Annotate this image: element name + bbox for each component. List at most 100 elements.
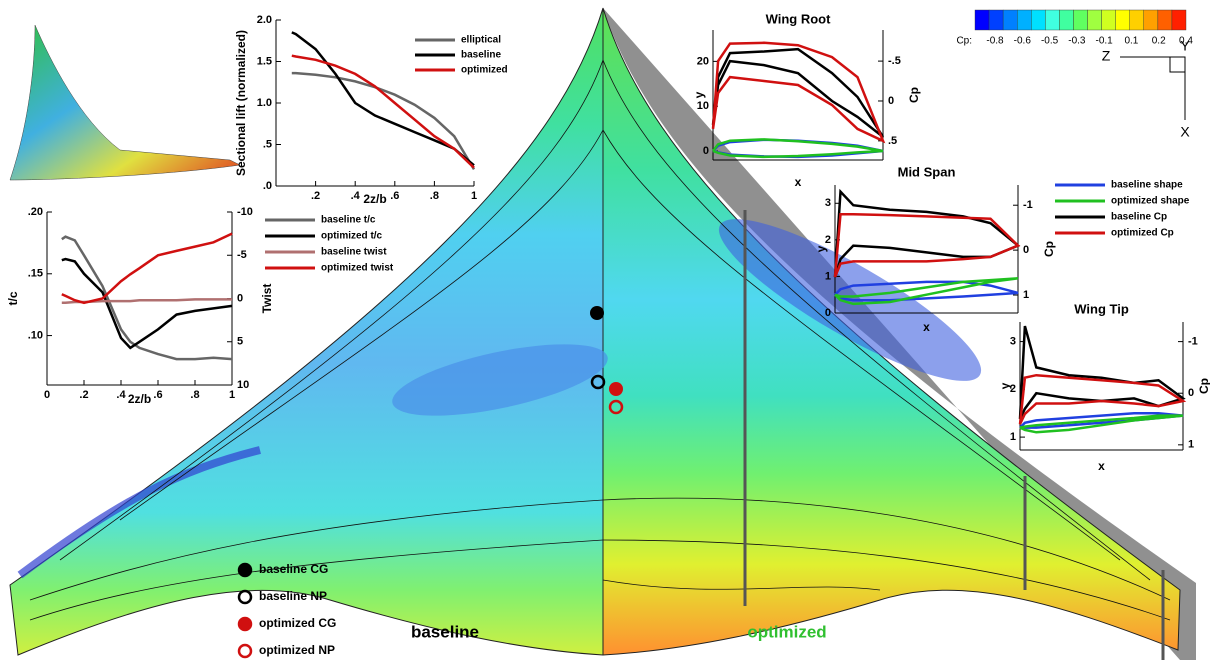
x-axis-label: x [1098,459,1105,473]
series-line [292,56,474,168]
y-tick-label: 0 [703,145,709,157]
colorbar-tick-label: -0.3 [1068,36,1086,47]
colorbar-swatch [1088,10,1102,30]
y-tick-label: .15 [28,268,43,280]
y-tick-label: 3 [1010,335,1016,347]
series-line [292,73,474,169]
triad-label: Z [1102,48,1111,64]
x-axis-label: 2z/b [363,192,386,206]
y2-tick-label: 0 [237,292,243,304]
colorbar-title: Cp: [956,36,972,47]
wing-3d-inset [10,25,240,180]
colorbar-swatch [1031,10,1045,30]
colorbar-swatch [989,10,1003,30]
wing-label: baseline [411,622,479,641]
wing-label: optimized [747,622,826,641]
x-tick-label: .2 [79,389,88,401]
legend-label: optimized [461,65,508,76]
x-tick-label: 0 [44,389,50,401]
legend-label: optimized twist [321,263,394,274]
y-tick-label: 2.0 [257,14,272,26]
x-axis-label: x [795,175,802,189]
series-line [1020,416,1183,433]
y2-tick-label: 0 [888,95,894,107]
wing-render [10,8,1196,660]
y2-tick-label: 5 [237,336,243,348]
marker-legend-symbol [239,591,251,603]
y-axis-label: y [692,91,706,98]
figure: .0.51.01.52.0.2.4.6.812z/bSectional lift… [0,0,1210,660]
colorbar-swatch [1003,10,1017,30]
y2-tick-label: -.5 [888,55,901,67]
x-tick-label: .8 [430,190,439,202]
marker-legend-label: baseline NP [259,589,327,603]
triad-label: X [1180,124,1190,140]
y-tick-label: 20 [697,55,709,67]
y2-tick-label: 10 [237,379,249,391]
y2-tick-label: .5 [888,135,897,147]
y2-tick-label: -5 [237,249,247,261]
y2-axis-label: Cp [1042,241,1056,257]
x-axis-label: x [923,320,930,334]
y2-tick-label: 0 [1188,387,1194,399]
colorbar-swatch [1102,10,1116,30]
y2-tick-label: -10 [237,206,253,218]
legend-label: baseline shape [1111,180,1183,191]
y-axis-label: t/c [6,291,20,305]
y2-tick-label: 1 [1023,289,1029,301]
colorbar-tick-label: -0.1 [1096,36,1114,47]
series-line [62,234,232,303]
colorbar-swatch [1045,10,1059,30]
y-axis-label: y [998,382,1012,389]
legend-label: baseline Cp [1111,212,1167,223]
y-tick-label: 1 [825,270,831,282]
x-tick-label: 1 [471,190,477,202]
y2-axis-label: Twist [260,284,274,314]
y-tick-label: .20 [28,206,43,218]
y-tick-label: .5 [263,138,272,150]
legend-label: baseline t/c [321,215,376,226]
marker-legend-label: baseline CG [259,562,328,576]
series-line [62,237,232,359]
x-tick-label: .6 [153,389,162,401]
colorbar-swatch [975,10,989,30]
colorbar-tick-label: 0.1 [1124,36,1138,47]
marker-legend-symbol [239,564,251,576]
x-tick-label: .8 [190,389,199,401]
y-tick-label: .0 [263,180,272,192]
y2-tick-label: -1 [1188,336,1198,348]
y-tick-label: 0 [825,307,831,319]
legend-label: optimized Cp [1111,228,1174,239]
y-tick-label: 10 [697,100,709,112]
colorbar-tick-label: -0.6 [1014,36,1032,47]
colorbar-swatch [1172,10,1186,30]
y-tick-label: .10 [28,329,43,341]
triad-label: Y [1180,38,1190,54]
legend-label: baseline twist [321,247,387,258]
y2-axis-label: Cp [907,87,921,103]
chart-title: Wing Root [766,11,832,26]
marker-legend-symbol [239,645,251,657]
chart-title: Mid Span [898,164,956,179]
series-line [835,192,1018,277]
legend-label: elliptical [461,35,501,46]
y-tick-label: 3 [825,197,831,209]
y2-tick-label: 1 [1188,439,1194,451]
colorbar-swatch [1158,10,1172,30]
y-tick-label: 1 [1010,431,1016,443]
series-line [713,43,883,141]
colorbar-swatch [1130,10,1144,30]
y-tick-label: 1.0 [257,97,272,109]
colorbar-swatch [1144,10,1158,30]
y2-axis-label: Cp [1197,378,1210,394]
marker-legend-label: optimized CG [259,616,336,630]
colorbar-swatch [1059,10,1073,30]
colorbar-tick-label: 0.2 [1152,36,1166,47]
x-tick-label: .2 [311,190,320,202]
colorbar-tick-label: -0.8 [986,36,1004,47]
series-line [62,259,232,348]
x-tick-label: .4 [351,190,361,202]
y2-tick-label: -1 [1023,199,1033,211]
